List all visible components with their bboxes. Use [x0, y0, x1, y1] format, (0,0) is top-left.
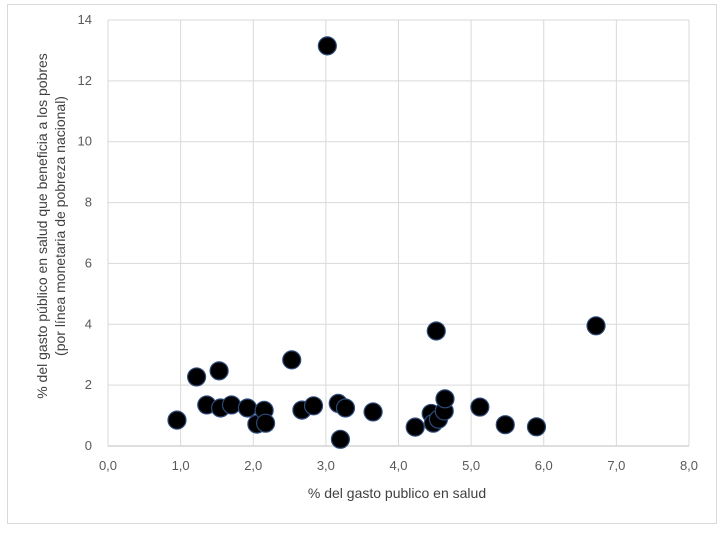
- x-tick-label: 5,0: [462, 458, 480, 473]
- x-tick-label: 8,0: [680, 458, 698, 473]
- y-tick-label: 8: [85, 195, 92, 210]
- grid-lines: [107, 19, 690, 447]
- data-point: [303, 396, 324, 416]
- x-tick-label: 2,0: [244, 458, 262, 473]
- data-point: [426, 321, 446, 341]
- x-tick-label: 1,0: [172, 458, 190, 473]
- chart-frame: [7, 4, 717, 524]
- data-point: [435, 389, 455, 409]
- y-tick-label: 12: [78, 73, 92, 88]
- y-tick-label: 0: [85, 438, 92, 453]
- y-axis-title-line-1: % del gasto público en salud que benefic…: [34, 53, 50, 399]
- y-axis-title-line-2: (por línea monetaria de pobreza nacional…: [52, 96, 68, 356]
- x-axis-title: % del gasto publico en salud: [308, 485, 486, 501]
- data-point: [317, 36, 337, 56]
- x-tick-label: 4,0: [389, 458, 407, 473]
- data-point: [363, 402, 383, 422]
- data-point: [209, 361, 229, 381]
- y-tick-label: 2: [85, 377, 92, 392]
- data-point: [330, 429, 350, 449]
- x-tick-label: 7,0: [607, 458, 625, 473]
- data-point: [187, 367, 207, 387]
- y-tick-label: 10: [78, 134, 92, 149]
- data-point: [282, 350, 302, 370]
- data-points: [167, 36, 606, 449]
- y-tick-labels: 0 2 4 6 8 10 12 14: [78, 12, 92, 453]
- x-tick-labels: 0,0 1,0 2,0 3,0 4,0 5,0 6,0 7,0 8,0: [99, 458, 698, 473]
- data-point: [237, 398, 258, 418]
- data-point: [167, 410, 187, 430]
- x-tick-label: 6,0: [535, 458, 553, 473]
- y-tick-label: 14: [78, 12, 92, 27]
- y-tick-label: 4: [85, 316, 92, 331]
- data-point: [221, 395, 242, 415]
- data-point: [335, 398, 356, 418]
- y-axis-title: % del gasto público en salud que benefic…: [34, 53, 68, 399]
- x-tick-label: 0,0: [99, 458, 117, 473]
- x-tick-label: 3,0: [317, 458, 335, 473]
- data-point: [495, 415, 515, 435]
- data-point: [470, 397, 490, 417]
- data-point: [526, 417, 547, 437]
- data-point: [255, 413, 276, 433]
- data-point: [405, 417, 425, 437]
- y-tick-label: 6: [85, 255, 92, 270]
- data-point: [586, 316, 606, 336]
